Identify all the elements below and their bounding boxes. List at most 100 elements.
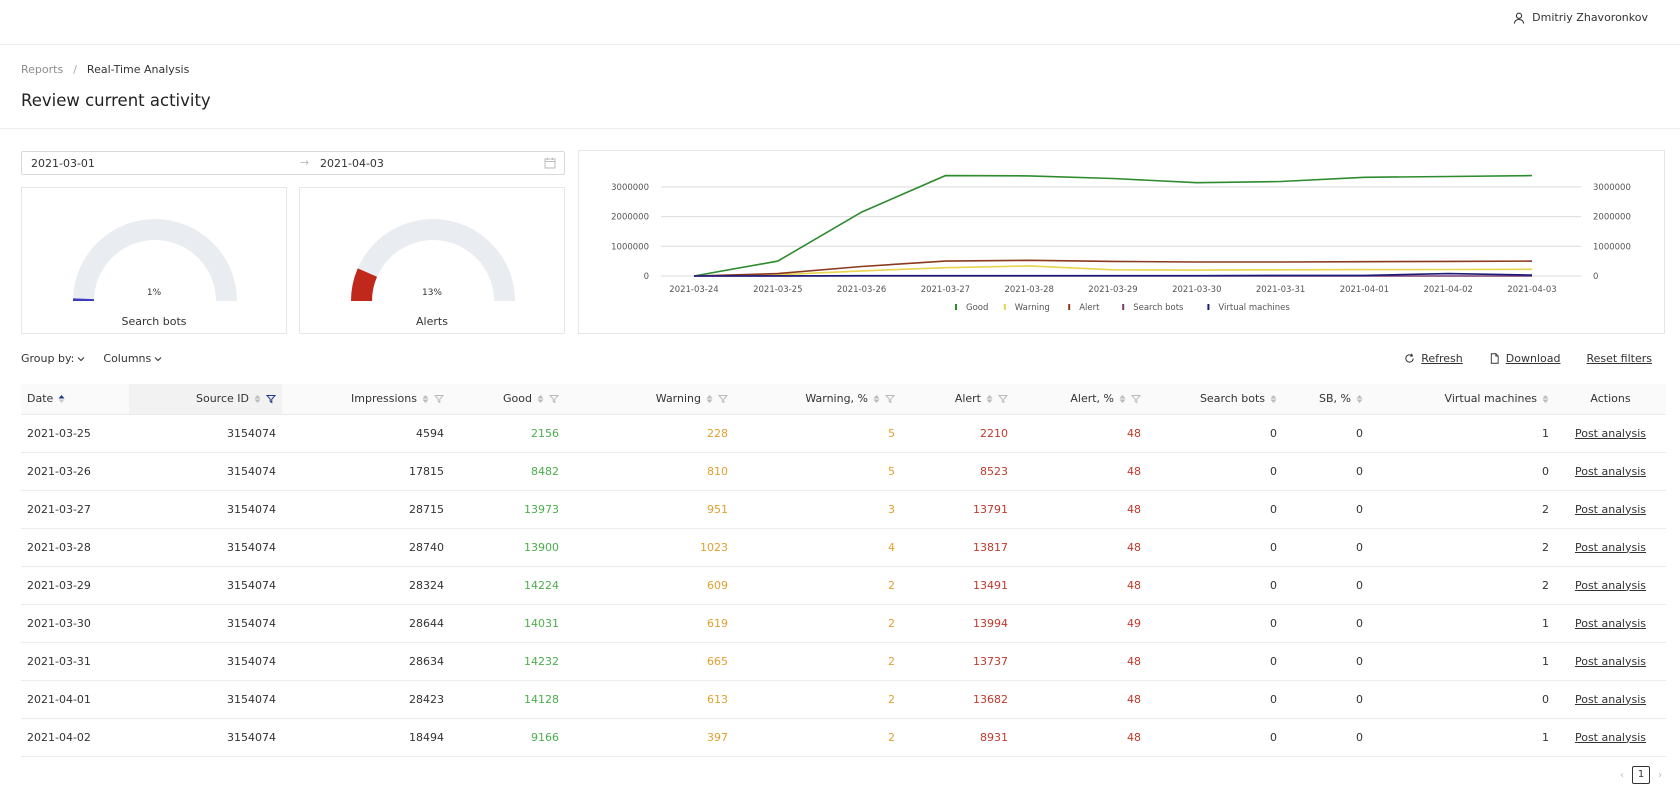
- cell-actions: Post analysis: [1555, 528, 1666, 567]
- post-analysis-link[interactable]: Post analysis: [1574, 692, 1647, 706]
- cell-alert: 8931: [901, 718, 1014, 757]
- x-tick-label: 2021-03-27: [921, 285, 970, 295]
- arrow-right-icon: →: [300, 156, 310, 169]
- post-analysis-link[interactable]: Post analysis: [1574, 426, 1647, 440]
- columns-dropdown[interactable]: Columns: [103, 352, 162, 365]
- date-range-picker[interactable]: 2021-03-01 → 2021-04-03: [21, 151, 565, 175]
- cell-source-id: 3154074: [129, 642, 282, 681]
- column-header-alert-percent[interactable]: Alert, %: [1014, 384, 1147, 415]
- sort-icon[interactable]: [706, 394, 713, 404]
- sort-icon[interactable]: [1542, 394, 1549, 404]
- filter-icon[interactable]: [434, 394, 444, 404]
- refresh-button[interactable]: Refresh: [1404, 352, 1463, 365]
- cell-alert-percent: 48: [1014, 718, 1147, 757]
- activity-table: Date Source ID Impressions Good Warning …: [21, 384, 1666, 757]
- cell-search-bots: 0: [1147, 718, 1283, 757]
- column-header-search-bots[interactable]: Search bots: [1147, 384, 1283, 415]
- column-header-warning-percent[interactable]: Warning, %: [734, 384, 901, 415]
- prev-page-button[interactable]: ‹: [1620, 769, 1624, 781]
- series-line-virtual-machines: [693, 272, 1533, 277]
- sort-icon[interactable]: [1119, 394, 1126, 404]
- cell-date: 2021-03-31: [21, 642, 129, 681]
- post-analysis-link[interactable]: Post analysis: [1574, 730, 1647, 744]
- filter-icon[interactable]: [549, 394, 559, 404]
- filter-icon[interactable]: [718, 394, 728, 404]
- table-row: 2021-03-28 3154074 28740 13900 1023 4 13817 48 0…: [21, 528, 1666, 567]
- sort-icon[interactable]: [537, 394, 544, 404]
- filter-icon[interactable]: [998, 394, 1008, 404]
- column-header-sb-percent[interactable]: SB, %: [1283, 384, 1369, 415]
- cell-actions: Post analysis: [1555, 414, 1666, 453]
- filter-icon[interactable]: [885, 394, 895, 404]
- column-header-source-id[interactable]: Source ID: [129, 384, 282, 415]
- search-bots-label: Search bots: [121, 315, 187, 328]
- cell-actions: Post analysis: [1555, 680, 1666, 719]
- cell-impressions: 28324: [282, 566, 450, 605]
- table-row: 2021-03-31 3154074 28634 14232 665 2 13737 48 0 0…: [21, 642, 1666, 681]
- download-button[interactable]: Download: [1489, 352, 1560, 365]
- column-header-alert[interactable]: Alert: [901, 384, 1014, 415]
- post-analysis-link[interactable]: Post analysis: [1574, 578, 1647, 592]
- filter-icon[interactable]: [266, 394, 276, 404]
- cell-source-id: 3154074: [129, 566, 282, 605]
- group-by-dropdown[interactable]: Group by:: [21, 352, 85, 365]
- post-analysis-link[interactable]: Post analysis: [1574, 654, 1647, 668]
- cell-sb-percent: 0: [1283, 680, 1369, 719]
- refresh-icon: [1405, 353, 1414, 363]
- column-header-virtual-machines[interactable]: Virtual machines: [1369, 384, 1555, 415]
- cell-actions: Post analysis: [1555, 566, 1666, 605]
- calendar-icon[interactable]: [544, 157, 556, 169]
- filter-icon[interactable]: [1131, 394, 1141, 404]
- user-menu[interactable]: Dmitriy Zhavoronkov: [1513, 11, 1648, 24]
- x-tick-label: 2021-03-24: [669, 285, 718, 295]
- cell-good: 14224: [450, 566, 565, 605]
- cell-impressions: 4594: [282, 414, 450, 453]
- cell-warning-percent: 2: [734, 642, 901, 681]
- post-analysis-link[interactable]: Post analysis: [1574, 540, 1647, 554]
- sort-icon[interactable]: [1270, 394, 1277, 404]
- post-analysis-link[interactable]: Post analysis: [1574, 502, 1647, 516]
- post-analysis-link[interactable]: Post analysis: [1574, 616, 1647, 630]
- cell-date: 2021-04-02: [21, 718, 129, 757]
- date-range-end[interactable]: 2021-04-03: [320, 157, 384, 170]
- cell-virtual-machines: 2: [1369, 566, 1555, 605]
- legend-label-warning: Warning: [1015, 303, 1050, 313]
- cell-sb-percent: 0: [1283, 604, 1369, 643]
- sort-icon[interactable]: [873, 394, 880, 404]
- column-header-impressions[interactable]: Impressions: [282, 384, 450, 415]
- table-row: 2021-03-27 3154074 28715 13973 951 3 13791 48 0 0…: [21, 490, 1666, 529]
- cell-warning-percent: 2: [734, 680, 901, 719]
- post-analysis-link[interactable]: Post analysis: [1574, 464, 1647, 478]
- breadcrumb: Reports / Real-Time Analysis: [21, 63, 189, 76]
- cell-alert-percent: 48: [1014, 528, 1147, 567]
- sort-icon[interactable]: [1356, 394, 1363, 404]
- page-number-button[interactable]: 1: [1632, 766, 1650, 784]
- cell-good: 9166: [450, 718, 565, 757]
- cell-warning: 665: [565, 642, 734, 681]
- cell-impressions: 28644: [282, 604, 450, 643]
- cell-good: 14232: [450, 642, 565, 681]
- sort-icon[interactable]: [254, 394, 261, 404]
- cell-sb-percent: 0: [1283, 452, 1369, 491]
- sort-icon[interactable]: [422, 394, 429, 404]
- x-tick-label: 2021-03-29: [1088, 285, 1137, 295]
- date-range-start[interactable]: 2021-03-01: [31, 157, 95, 170]
- sort-icon[interactable]: [986, 394, 993, 404]
- next-page-button[interactable]: ›: [1658, 769, 1662, 781]
- cell-date: 2021-03-27: [21, 490, 129, 529]
- cell-sb-percent: 0: [1283, 642, 1369, 681]
- column-header-date[interactable]: Date: [21, 384, 129, 415]
- activity-chart-card: 0 0 1000000 1000000 2000000 2000000 3000000 300…: [578, 150, 1665, 334]
- cell-alert: 13817: [901, 528, 1014, 567]
- cell-warning: 1023: [565, 528, 734, 567]
- header-divider: [0, 128, 1680, 129]
- reset-filters-button[interactable]: Reset filters: [1586, 352, 1652, 365]
- cell-date: 2021-03-25: [21, 414, 129, 453]
- cell-actions: Post analysis: [1555, 452, 1666, 491]
- sort-ascending-icon[interactable]: [58, 394, 65, 404]
- cell-impressions: 28740: [282, 528, 450, 567]
- cell-alert: 2210: [901, 414, 1014, 453]
- breadcrumb-reports-link[interactable]: Reports: [21, 63, 64, 76]
- column-header-warning[interactable]: Warning: [565, 384, 734, 415]
- column-header-good[interactable]: Good: [450, 384, 565, 415]
